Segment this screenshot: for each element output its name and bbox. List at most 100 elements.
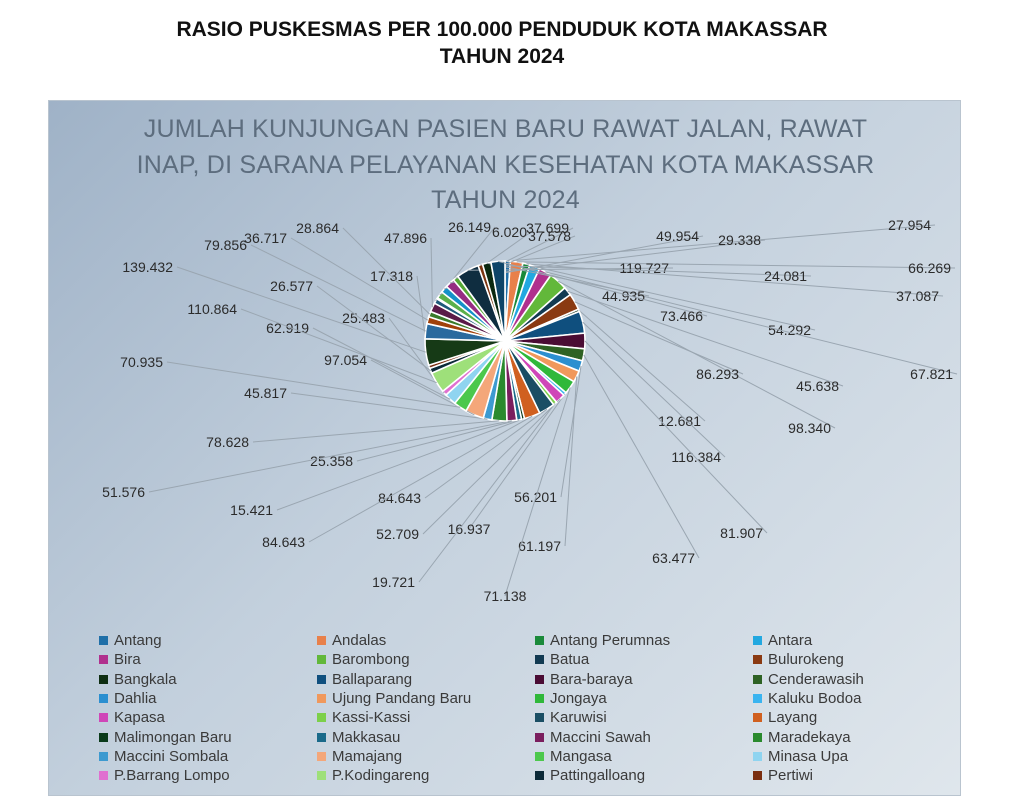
data-label: 62.919	[266, 320, 309, 336]
leader-line	[584, 340, 768, 534]
leader-line	[316, 285, 431, 372]
data-label: 27.954	[888, 217, 931, 233]
legend-label: Antara	[768, 632, 813, 650]
data-label: 6.020	[492, 224, 527, 240]
data-label: 79.856	[204, 237, 247, 253]
data-label: 81.907	[720, 525, 763, 541]
leader-line	[574, 301, 744, 375]
legend-item: Karuwisi	[535, 708, 753, 727]
legend-item: Kaluku Bodoa	[753, 689, 939, 708]
leader-line	[276, 418, 524, 511]
legend-item: Bangkala	[99, 670, 317, 689]
chart-panel: JUMLAH KUNJUNGAN PASIEN BARU RAWAT JALAN…	[48, 100, 961, 796]
legend-label: Layang	[768, 709, 818, 727]
legend-swatch	[753, 771, 762, 781]
chart-title-line-3: TAHUN 2024	[431, 186, 580, 214]
data-label: 70.935	[120, 354, 163, 370]
legend-swatch	[535, 732, 544, 742]
legend-label: Antang	[114, 632, 162, 650]
legend-item: Maccini Sawah	[535, 727, 753, 746]
legend-swatch	[317, 655, 326, 665]
data-label: 51.576	[102, 484, 145, 500]
leader-line	[290, 237, 429, 321]
legend-swatch	[753, 655, 762, 665]
legend-item: Batua	[535, 650, 753, 669]
data-label: 67.821	[910, 366, 953, 382]
legend-label: Ujung Pandang Baru	[332, 690, 472, 708]
legend-label: P.Kodingareng	[332, 767, 430, 785]
legend-label: Jongaya	[550, 690, 607, 708]
data-label: 63.477	[652, 550, 695, 566]
data-label: 73.466	[660, 308, 703, 324]
legend-item: Pertiwi	[753, 766, 939, 785]
data-label: 15.421	[230, 502, 273, 518]
legend-label: Barombong	[332, 651, 410, 669]
legend-label: Karuwisi	[550, 709, 607, 727]
legend-swatch	[535, 713, 544, 723]
page-title: RASIO PUSKESMAS PER 100.000 PENDUDUK KOT…	[0, 16, 1004, 70]
data-label: 97.054	[324, 352, 367, 368]
legend-swatch	[99, 636, 108, 646]
data-label: 71.138	[484, 588, 527, 604]
data-label: 25.483	[342, 310, 385, 326]
legend-label: Dahlia	[114, 690, 157, 708]
legend-label: Kaluku Bodoa	[768, 690, 862, 708]
legend-swatch	[535, 751, 544, 761]
leader-line	[578, 309, 706, 422]
leader-line	[582, 321, 726, 458]
data-label: 78.628	[206, 434, 249, 450]
legend-swatch	[99, 655, 108, 665]
page-title-line-2: TAHUN 2024	[439, 45, 565, 68]
leader-line	[424, 408, 548, 499]
legend-item: Mangasa	[535, 747, 753, 766]
legend-swatch	[317, 713, 326, 723]
legend-item: Jongaya	[535, 689, 753, 708]
legend-swatch	[535, 655, 544, 665]
leader-line	[455, 239, 766, 279]
leader-line	[342, 227, 430, 315]
legend-label: Cenderawasih	[768, 670, 864, 688]
legend-swatch	[753, 751, 762, 761]
legend-label: Bira	[114, 651, 141, 669]
legend-item: Maradekaya	[753, 727, 939, 746]
data-label: 37.087	[896, 288, 939, 304]
leader-line	[534, 266, 816, 331]
legend-label: Pattingalloang	[550, 767, 646, 785]
legend-label: Malimongan Baru	[114, 728, 232, 746]
legend-swatch	[753, 694, 762, 704]
legend-swatch	[317, 636, 326, 646]
leader-line	[507, 224, 936, 262]
data-label: 98.340	[788, 420, 831, 436]
legend-item: Pattingalloang	[535, 766, 753, 785]
legend-swatch	[99, 732, 108, 742]
leader-line	[250, 244, 426, 332]
legend-label: Antang Perumnas	[550, 632, 671, 650]
legend-item: Bulurokeng	[753, 650, 939, 669]
legend-item: P.Kodingareng	[317, 766, 535, 785]
pie-chart: 27.954 66.269 37.087 54.292 67.821 98.340 45.6…	[102, 217, 958, 604]
legend-item: Malimongan Baru	[99, 727, 317, 746]
legend-swatch	[317, 751, 326, 761]
leader-line	[497, 260, 708, 317]
leader-line	[240, 308, 437, 384]
legend-label: Maradekaya	[768, 728, 851, 746]
legend-swatch	[753, 732, 762, 742]
legend-swatch	[317, 732, 326, 742]
leader-line	[176, 266, 426, 353]
data-label: 66.269	[908, 260, 951, 276]
legend-label: Maccini Sawah	[550, 728, 651, 746]
legend-item: Ujung Pandang Baru	[317, 689, 535, 708]
legend-item: Layang	[753, 708, 939, 727]
legend-swatch	[317, 771, 326, 781]
legend-label: Pertiwi	[768, 767, 814, 785]
data-label: 37.578	[528, 228, 571, 244]
legend-label: Mangasa	[550, 747, 612, 765]
leader-line	[308, 415, 533, 543]
chart-legend: Antang Andalas Antang Perumnas Antara Bira Ba…	[99, 631, 939, 785]
legend-item: Barombong	[317, 650, 535, 669]
legend-swatch	[99, 694, 108, 704]
leader-line	[564, 376, 578, 547]
legend-label: Minasa Upa	[768, 747, 849, 765]
chart-title-line-1: JUMLAH KUNJUNGAN PASIEN BARU RAWAT JALAN…	[143, 115, 868, 143]
legend-item: Makkasau	[317, 727, 535, 746]
